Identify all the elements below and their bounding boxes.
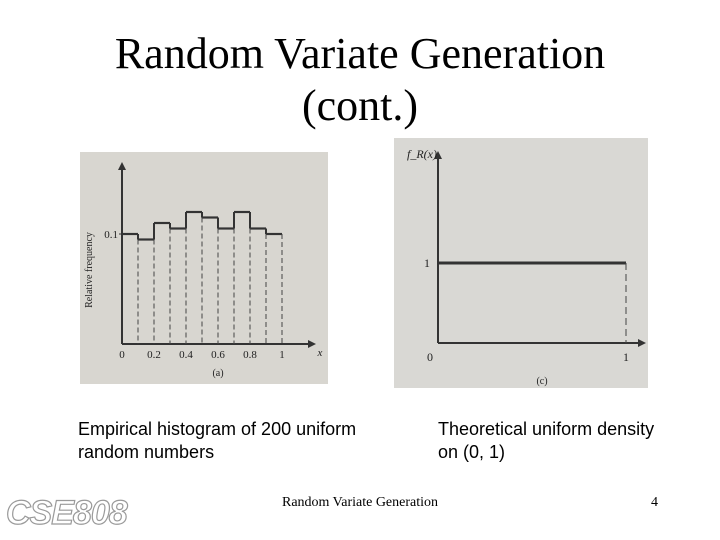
y-axis-label: Relative frequency bbox=[84, 232, 95, 308]
page-number: 4 bbox=[651, 495, 658, 510]
y-tick-label: 1 bbox=[424, 256, 430, 270]
x-axis-label: x bbox=[317, 347, 323, 359]
x-tick-label: 0.2 bbox=[147, 349, 161, 361]
x-tick-label: 0 bbox=[427, 350, 433, 364]
y-axis-arrow bbox=[434, 151, 442, 159]
slide-title-line1: Random Variate Generation bbox=[114, 29, 606, 78]
x-tick-label: 0.6 bbox=[211, 349, 225, 361]
x-axis-arrow bbox=[308, 340, 316, 348]
density-caption: Theoretical uniform density on (0, 1) bbox=[438, 419, 655, 462]
y-axis-arrow bbox=[118, 162, 126, 170]
y-axis-label: f_R(x) bbox=[407, 147, 437, 161]
panel-label-a: (a) bbox=[212, 368, 223, 379]
x-axis-arrow bbox=[638, 339, 646, 347]
x-tick-label: 1 bbox=[623, 350, 629, 364]
x-tick-label: 0.8 bbox=[243, 349, 257, 361]
uniform-density-chart: 1 0 1 f_R(x) (c) bbox=[407, 147, 646, 387]
x-tick-label: 0 bbox=[119, 349, 125, 361]
uniform-density-figure: 1 0 1 f_R(x) (c) bbox=[394, 138, 648, 388]
slide-title: Random Variate Generation (cont.) bbox=[0, 28, 720, 132]
y-tick-label: 0.1 bbox=[104, 229, 118, 241]
panel-label-c: (c) bbox=[536, 376, 547, 387]
histogram-chart: 0 0.2 0.4 0.6 0.8 1 x 0.1 Relative frequency (a) bbox=[84, 162, 323, 379]
x-tick-label: 1 bbox=[279, 349, 285, 361]
histogram-caption: Empirical histogram of 200 uniform rando… bbox=[78, 419, 357, 462]
histogram-figure: 0 0.2 0.4 0.6 0.8 1 x 0.1 Relative frequency (a) bbox=[80, 152, 328, 384]
cse808-logo: CSE808 bbox=[5, 493, 128, 532]
x-tick-label: 0.4 bbox=[179, 349, 193, 361]
footer-text: Random Variate Generation bbox=[281, 495, 439, 510]
slide-title-line2: (cont.) bbox=[301, 81, 419, 130]
